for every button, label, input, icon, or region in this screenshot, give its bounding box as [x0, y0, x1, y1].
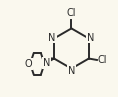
Text: N: N — [48, 33, 56, 43]
Text: N: N — [87, 33, 95, 43]
Text: Cl: Cl — [67, 8, 76, 18]
Text: N: N — [68, 66, 76, 76]
Text: N: N — [42, 58, 50, 68]
Text: O: O — [25, 59, 32, 69]
Text: Cl: Cl — [98, 55, 107, 65]
